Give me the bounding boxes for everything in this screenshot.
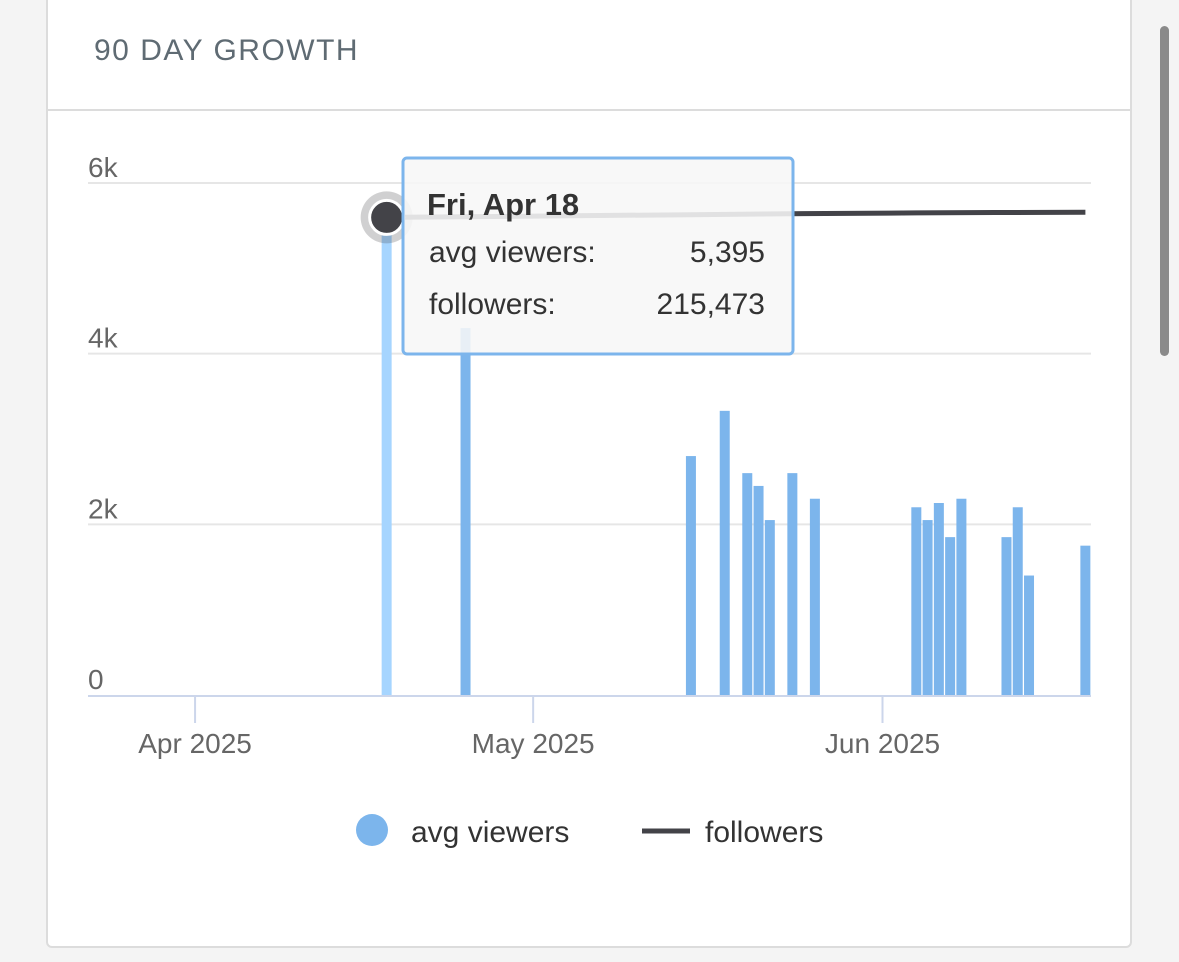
legend-circle-icon bbox=[356, 814, 388, 846]
tooltip-row-label: avg viewers: bbox=[429, 236, 596, 269]
tooltip-date: Fri, Apr 18 bbox=[427, 187, 579, 222]
bar-avg-viewers[interactable] bbox=[1012, 507, 1023, 695]
x-tick-label: Apr 2025 bbox=[138, 728, 252, 759]
bar-avg-viewers[interactable] bbox=[460, 328, 471, 695]
y-tick-label: 0 bbox=[88, 664, 104, 695]
legend-label: avg viewers bbox=[411, 816, 569, 849]
bar-avg-viewers[interactable] bbox=[809, 498, 820, 695]
bar-avg-viewers[interactable] bbox=[787, 473, 798, 695]
followers-point-marker[interactable] bbox=[368, 198, 406, 236]
bar-avg-viewers[interactable] bbox=[945, 537, 956, 695]
legend-item-followers[interactable]: followers bbox=[642, 816, 823, 849]
x-tick-label: Jun 2025 bbox=[825, 728, 940, 759]
bar-avg-viewers[interactable] bbox=[685, 456, 696, 695]
bar-avg-viewers[interactable] bbox=[381, 234, 392, 696]
bar-avg-viewers[interactable] bbox=[1001, 537, 1012, 695]
tooltip-box bbox=[401, 156, 795, 356]
tooltip-row-label: followers: bbox=[429, 288, 556, 321]
bar-avg-viewers[interactable] bbox=[1080, 545, 1091, 695]
bar-avg-viewers[interactable] bbox=[956, 498, 967, 695]
bar-avg-viewers[interactable] bbox=[742, 473, 753, 695]
x-tick-label: May 2025 bbox=[472, 728, 595, 759]
y-tick-label: 2k bbox=[88, 493, 119, 524]
tooltip-row-value: 215,473 bbox=[657, 288, 765, 321]
bar-avg-viewers[interactable] bbox=[911, 507, 922, 695]
legend: avg viewers followers bbox=[356, 814, 823, 849]
bar-avg-viewers[interactable] bbox=[933, 503, 944, 695]
tooltip: Fri, Apr 18 avg viewers: 5,395 followers: 21… bbox=[401, 156, 795, 356]
card-title: 90 DAY GROWTH bbox=[94, 34, 360, 67]
y-tick-label: 6k bbox=[88, 152, 119, 183]
card-header: 90 DAY GROWTH bbox=[48, 0, 1130, 111]
bar-avg-viewers[interactable] bbox=[719, 410, 730, 695]
scrollbar[interactable] bbox=[1160, 26, 1169, 356]
y-tick-label: 4k bbox=[88, 323, 119, 354]
bar-avg-viewers[interactable] bbox=[922, 520, 933, 695]
tooltip-row-value: 5,395 bbox=[690, 236, 765, 269]
bar-avg-viewers[interactable] bbox=[764, 520, 775, 695]
legend-label: followers bbox=[705, 816, 823, 849]
bar-avg-viewers[interactable] bbox=[1024, 575, 1035, 695]
bar-avg-viewers[interactable] bbox=[753, 485, 764, 695]
legend-item-avg-viewers[interactable]: avg viewers bbox=[356, 814, 569, 849]
